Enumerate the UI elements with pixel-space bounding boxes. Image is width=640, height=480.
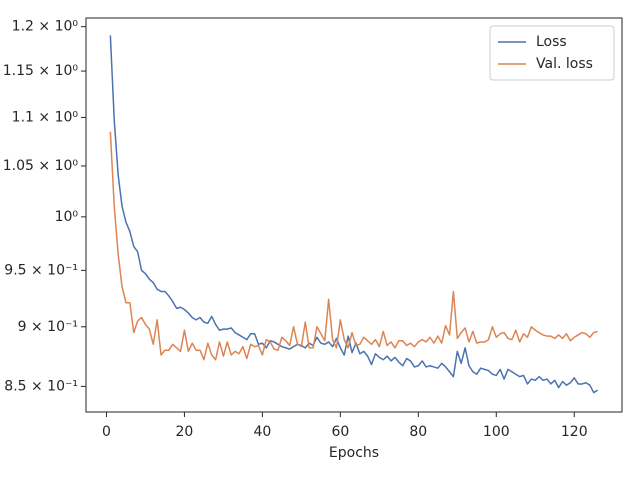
y-tick-label: 1.2 × 10⁰ bbox=[12, 19, 79, 35]
x-tick-label: 80 bbox=[409, 424, 427, 440]
y-tick-label: 1.15 × 10⁰ bbox=[3, 63, 79, 79]
plot-frame bbox=[85, 17, 623, 413]
x-tick-label: 120 bbox=[561, 424, 588, 440]
y-tick-label: 1.05 × 10⁰ bbox=[3, 158, 79, 174]
x-tick-label: 100 bbox=[483, 424, 510, 440]
data-line bbox=[109, 35, 599, 394]
y-tick-label: 1.1 × 10⁰ bbox=[12, 109, 79, 125]
y-tick-label: 8.5 × 10⁻¹ bbox=[4, 378, 78, 394]
x-tick-label: 60 bbox=[331, 424, 349, 440]
x-tick-label: 40 bbox=[253, 424, 271, 440]
x-tick-label: 0 bbox=[102, 424, 111, 440]
x-axis-label: Epochs bbox=[329, 445, 379, 461]
legend-label: Loss bbox=[536, 34, 567, 50]
x-tick-label: 20 bbox=[176, 424, 194, 440]
legend-label: Val. loss bbox=[536, 56, 593, 72]
data-line bbox=[109, 131, 598, 361]
legend-box bbox=[489, 25, 615, 81]
y-tick-label: 10⁰ bbox=[55, 209, 79, 225]
y-tick-label: 9.5 × 10⁻¹ bbox=[4, 262, 78, 278]
y-tick-label: 9 × 10⁻¹ bbox=[18, 319, 78, 335]
